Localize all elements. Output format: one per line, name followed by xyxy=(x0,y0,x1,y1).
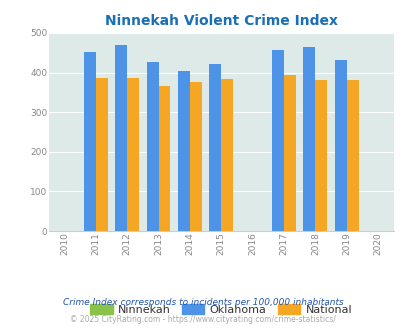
Bar xyxy=(271,50,284,231)
Bar xyxy=(96,78,107,231)
Bar xyxy=(177,71,190,231)
Bar xyxy=(84,51,96,231)
Bar xyxy=(146,61,158,231)
Bar xyxy=(158,86,170,231)
Title: Ninnekah Violent Crime Index: Ninnekah Violent Crime Index xyxy=(104,14,337,28)
Text: © 2025 CityRating.com - https://www.cityrating.com/crime-statistics/: © 2025 CityRating.com - https://www.city… xyxy=(70,315,335,324)
Legend: Ninnekah, Oklahoma, National: Ninnekah, Oklahoma, National xyxy=(85,300,356,319)
Bar xyxy=(334,60,346,231)
Bar xyxy=(346,80,358,231)
Text: Crime Index corresponds to incidents per 100,000 inhabitants: Crime Index corresponds to incidents per… xyxy=(62,298,343,307)
Bar xyxy=(209,64,221,231)
Bar xyxy=(303,47,315,231)
Bar xyxy=(190,82,201,231)
Bar xyxy=(315,80,326,231)
Bar xyxy=(115,45,127,231)
Bar xyxy=(284,75,295,231)
Bar xyxy=(221,79,232,231)
Bar xyxy=(127,78,139,231)
